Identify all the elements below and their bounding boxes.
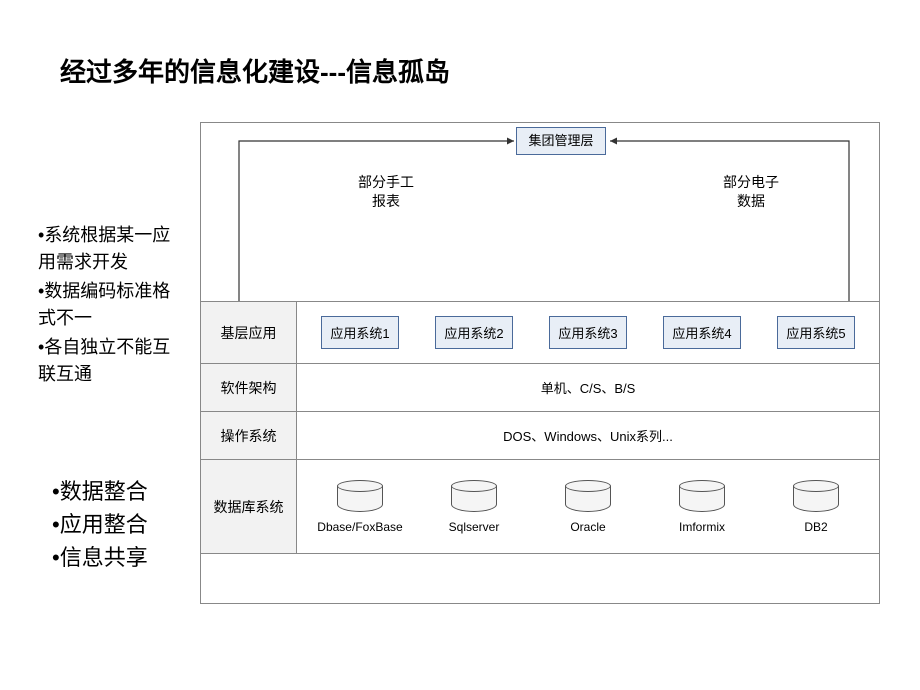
database-label: Imformix [679,520,725,534]
emph-text: 应用整合 [60,512,148,537]
emph-item: •数据整合 [52,475,148,508]
database-icon [679,480,725,516]
database-icon [565,480,611,516]
database-item: Oracle [540,480,636,534]
layer-row-content: 应用系统1 应用系统2 应用系统3 应用系统4 应用系统5 [297,302,879,363]
app-system-box: 应用系统2 [435,316,512,349]
layer-row-label: 基层应用 [201,302,297,363]
emph-item: •信息共享 [52,541,148,574]
bullet-text: 各自独立不能互联互通 [38,337,170,384]
database-item: Dbase/FoxBase [312,480,408,534]
emph-text: 信息共享 [60,545,148,570]
app-system-box: 应用系统3 [549,316,626,349]
bullet-item: •数据编码标准格式不一 [38,278,188,332]
database-item: Sqlserver [426,480,522,534]
layer-row-content: DOS、Windows、Unix系列... [297,412,879,459]
slide-title: 经过多年的信息化建设---信息孤岛 [60,52,450,89]
layer-row-content: 单机、C/S、B/S [297,364,879,411]
top-layer-box: 集团管理层 [516,127,606,155]
layer-row: 软件架构单机、C/S、B/S [201,364,879,412]
database-icon [793,480,839,516]
database-label: Oracle [570,520,605,534]
app-system-box: 应用系统5 [777,316,854,349]
bullet-text: 系统根据某一应用需求开发 [38,225,170,272]
left-emphasis-list: •数据整合 •应用整合 •信息共享 [52,475,148,574]
layer-table: 基层应用应用系统1 应用系统2 应用系统3 应用系统4 应用系统5 软件架构单机、C/S、… [201,301,879,554]
bullet-text: 数据编码标准格式不一 [38,281,170,328]
database-icon [451,480,497,516]
database-item: DB2 [768,480,864,534]
bullet-item: •系统根据某一应用需求开发 [38,222,188,276]
database-label: DB2 [804,520,827,534]
database-item: Imformix [654,480,750,534]
layer-row: 数据库系统 Dbase/FoxBase Sqlserver Oracle Imf… [201,460,879,554]
flow-label-left: 部分手工报表 [341,173,431,211]
app-system-box: 应用系统1 [321,316,398,349]
database-icon [337,480,383,516]
emph-item: •应用整合 [52,508,148,541]
layer-row-label: 数据库系统 [201,460,297,553]
left-bullet-list: •系统根据某一应用需求开发 •数据编码标准格式不一 •各自独立不能互联互通 [38,222,188,390]
layer-row: 操作系统DOS、Windows、Unix系列... [201,412,879,460]
layer-row: 基层应用应用系统1 应用系统2 应用系统3 应用系统4 应用系统5 [201,302,879,364]
layer-row-label: 操作系统 [201,412,297,459]
flow-label-right: 部分电子数据 [706,173,796,211]
bullet-item: •各自独立不能互联互通 [38,334,188,388]
database-label: Dbase/FoxBase [317,520,402,534]
emph-text: 数据整合 [60,479,148,504]
layer-row-label: 软件架构 [201,364,297,411]
layer-row-content: Dbase/FoxBase Sqlserver Oracle Imformix … [297,460,879,553]
app-system-box: 应用系统4 [663,316,740,349]
database-label: Sqlserver [449,520,500,534]
architecture-diagram: 集团管理层 部分手工报表 部分电子数据 基层应用应用系统1应用系统2应用系统3应… [200,122,880,604]
